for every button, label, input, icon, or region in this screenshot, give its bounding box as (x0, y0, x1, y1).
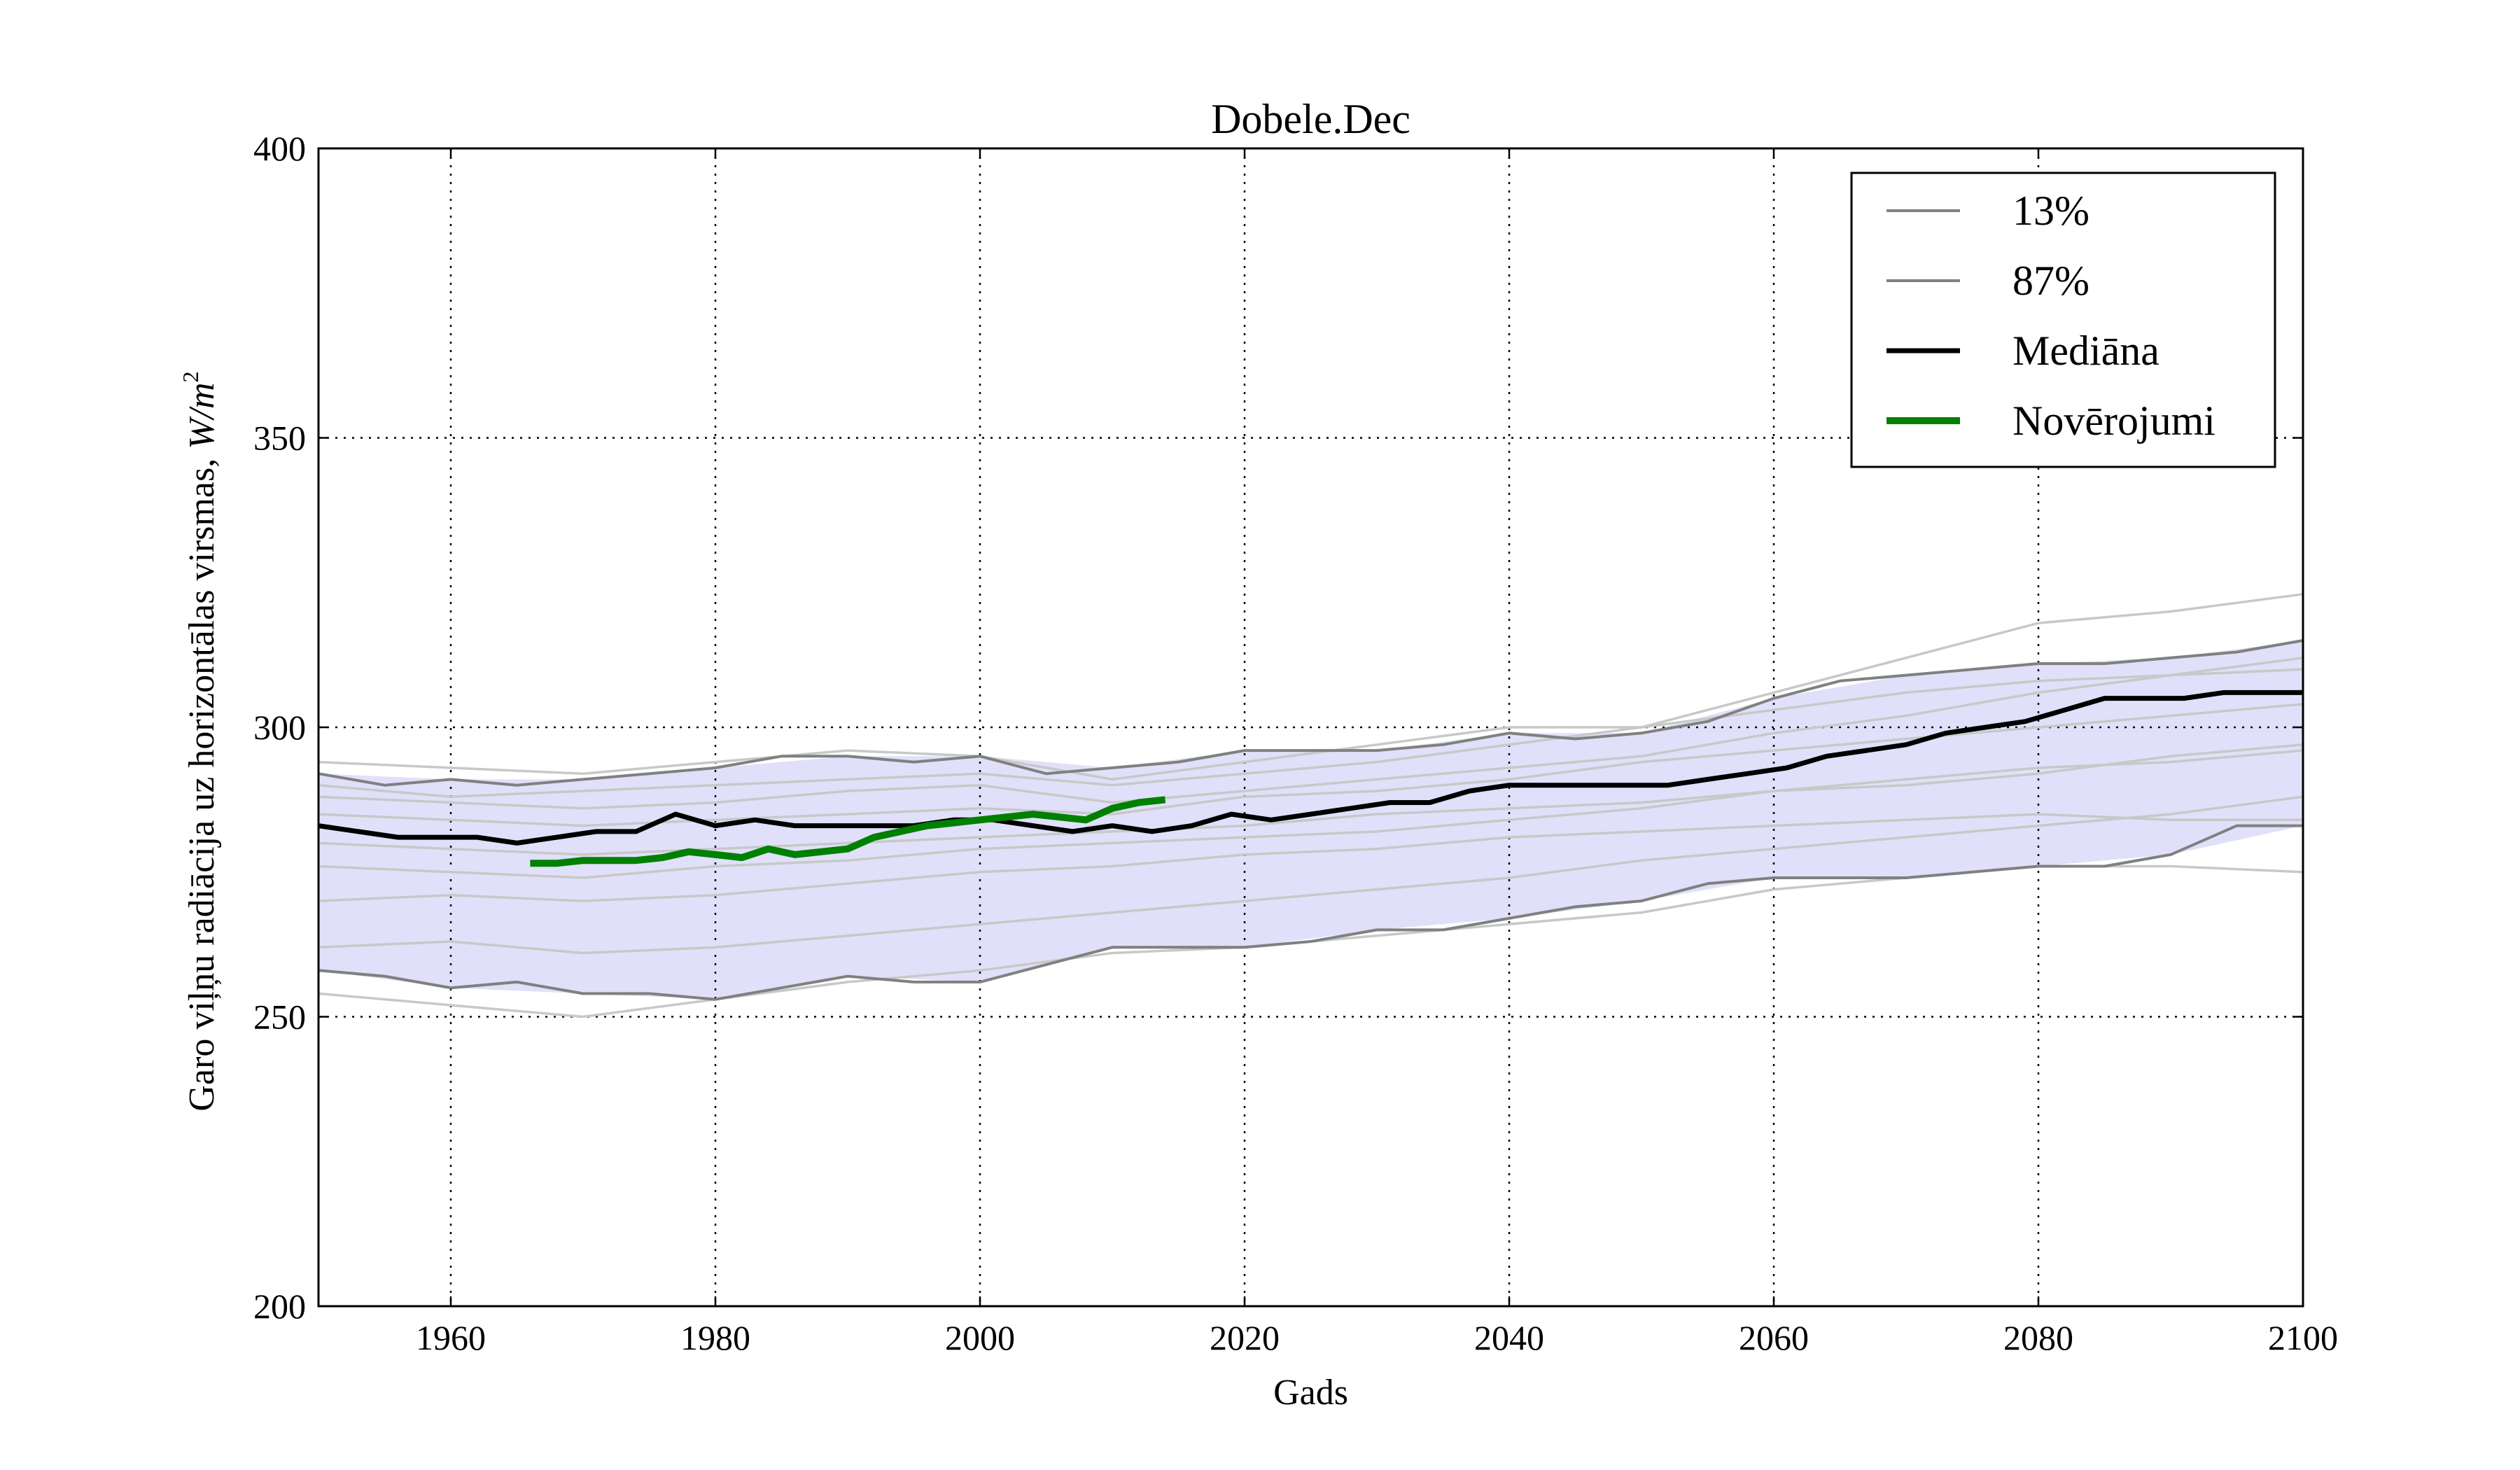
series-line (530, 796, 1166, 867)
x-axis-ticks: 1960 1980 2000 2020 2040 2060 2080 2100 (416, 148, 2338, 1357)
legend-label: Novērojumi (2012, 398, 2216, 444)
ensemble-line (318, 703, 2304, 827)
legend-label: Mediāna (2012, 328, 2160, 374)
x-tick-label: 2080 (2003, 1318, 2073, 1357)
series-line (318, 690, 2303, 846)
ensemble-line (318, 813, 2303, 902)
grid-lines (318, 148, 2303, 1306)
x-tick-label: 1980 (680, 1318, 750, 1357)
ensemble-line (318, 795, 2304, 955)
ensemble-line (318, 749, 2304, 879)
series-line (318, 824, 2303, 1001)
y-tick-label: 250 (253, 997, 306, 1037)
x-tick-label: 1960 (416, 1318, 486, 1357)
y-tick-label: 400 (253, 129, 306, 168)
y-tick-label: 350 (253, 419, 306, 458)
legend-entries: 13% 87% Mediāna Novērojumi (1886, 188, 2216, 444)
y-tick-label: 200 (253, 1287, 306, 1326)
x-tick-label: 2060 (1739, 1318, 1809, 1357)
y-tick-label: 300 (253, 708, 306, 747)
x-tick-label: 2040 (1474, 1318, 1544, 1357)
x-tick-label: 2100 (2268, 1318, 2338, 1357)
ensemble-line (318, 743, 2304, 856)
legend: 13% 87% Mediāna Novērojumi (1850, 172, 2276, 468)
y-axis-label-units: W/m (182, 382, 222, 449)
ensemble-line (318, 593, 2304, 781)
series-line (318, 639, 2304, 787)
legend-label: 87% (2012, 258, 2090, 304)
chart-title: Dobele.Dec (1211, 96, 1410, 142)
y-axis-label-units-sup: 2 (178, 371, 203, 382)
y-axis-label: Garo viļņu radiācija uz horizontālas vir… (178, 371, 222, 1111)
ensemble-line (318, 657, 2304, 810)
y-axis-ticks: 200 250 300 350 400 (253, 129, 2303, 1326)
series-lines (318, 639, 2304, 1001)
x-tick-label: 2020 (1210, 1318, 1280, 1357)
ensemble-lines (318, 593, 2304, 1018)
legend-label: 13% (2012, 188, 2090, 234)
x-tick-label: 2000 (945, 1318, 1015, 1357)
y-axis-label-text: Garo viļņu radiācija uz horizontālas vir… (182, 449, 222, 1112)
x-axis-label: Gads (1273, 1373, 1348, 1413)
ensemble-line (318, 668, 2304, 798)
